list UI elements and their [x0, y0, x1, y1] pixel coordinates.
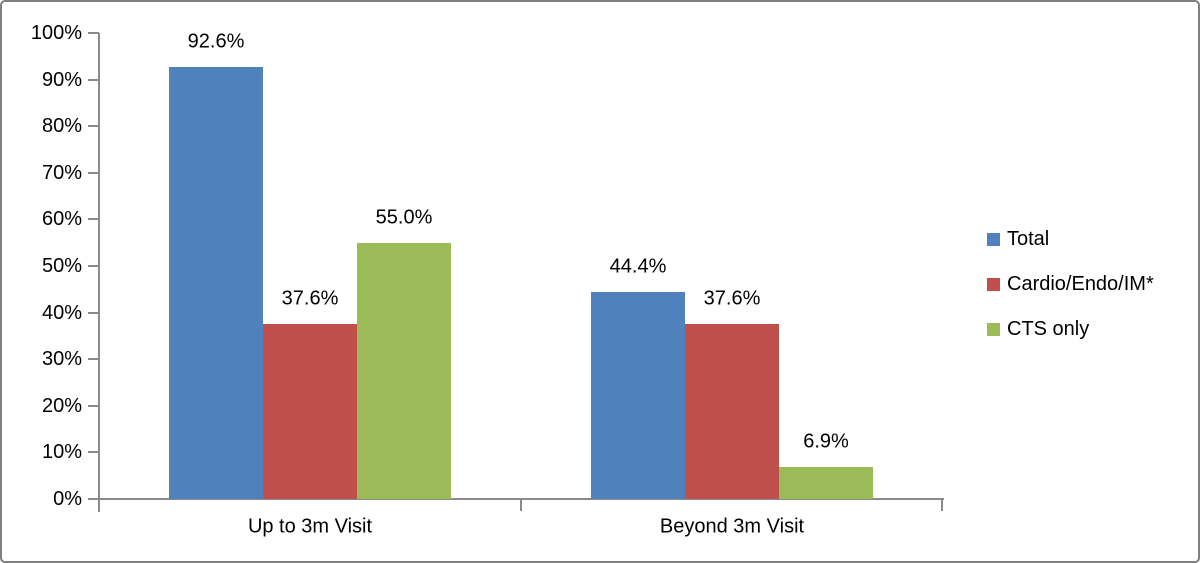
bar-value-label: 44.4% [609, 255, 667, 278]
y-axis-tick-label: 90% [41, 68, 82, 91]
bar-up-to-3m-visit-cardio-endo-im [263, 323, 357, 499]
y-axis-tick-label: 60% [41, 208, 82, 231]
bar-up-to-3m-visit-total [169, 67, 263, 499]
legend-label-cts-only: CTS only [1007, 318, 1090, 340]
bar-beyond-3m-visit-cardio-endo-im [685, 323, 779, 499]
bar-value-label: 55.0% [375, 206, 433, 229]
y-axis-tick-mark [88, 218, 99, 221]
y-axis-tick-label: 100% [30, 22, 82, 44]
y-axis-tick-label: 20% [41, 394, 82, 417]
bar-beyond-3m-visit-cts-only [779, 466, 873, 499]
y-axis-tick-label: 0% [53, 488, 82, 510]
legend-label-cardio-endo-im: Cardio/Endo/IM* [1007, 273, 1154, 295]
y-axis-tick-mark [88, 78, 99, 81]
bar-up-to-3m-visit-cts-only [357, 242, 451, 499]
y-axis-tick-mark [88, 265, 99, 267]
y-axis-tick-mark [88, 311, 99, 314]
y-axis-tick-mark [88, 404, 99, 407]
y-axis-tick-mark [88, 498, 99, 500]
legend-item-total: Total [987, 228, 1049, 250]
legend-swatch-cardio-endo-im [987, 277, 1000, 291]
bar-value-label: 37.6% [281, 287, 339, 310]
legend-item-cardio-endo-im: Cardio/Endo/IM* [987, 273, 1154, 295]
y-axis-tick-mark [88, 32, 99, 34]
y-axis-tick-mark [88, 451, 99, 454]
legend-swatch-cts-only [987, 322, 1000, 336]
y-axis-tick-label: 80% [41, 115, 82, 138]
x-axis-tick-mark [941, 498, 943, 511]
bar-value-label: 37.6% [703, 287, 761, 310]
y-axis-tick-label: 70% [41, 161, 82, 184]
y-axis-tick-label: 50% [41, 255, 82, 277]
x-axis-category-label: Beyond 3m Visit [659, 515, 805, 538]
bar-value-label: 92.6% [187, 30, 245, 53]
bar-beyond-3m-visit-total [591, 292, 685, 499]
bar-value-label: 6.9% [803, 430, 849, 453]
x-axis-tick-mark [520, 498, 522, 511]
y-axis-tick-mark [88, 171, 99, 174]
y-axis-tick-label: 30% [41, 348, 82, 371]
y-axis-tick-label: 40% [41, 301, 82, 324]
x-axis-category-label: Up to 3m Visit [247, 515, 373, 538]
y-axis-tick-mark [88, 125, 99, 128]
legend-item-cts-only: CTS only [987, 318, 1089, 340]
y-axis-line [98, 33, 100, 512]
legend-swatch-total [987, 232, 1000, 246]
y-axis-tick-mark [88, 358, 99, 361]
legend-label-total: Total [1007, 228, 1050, 250]
y-axis-tick-label: 10% [41, 441, 82, 464]
